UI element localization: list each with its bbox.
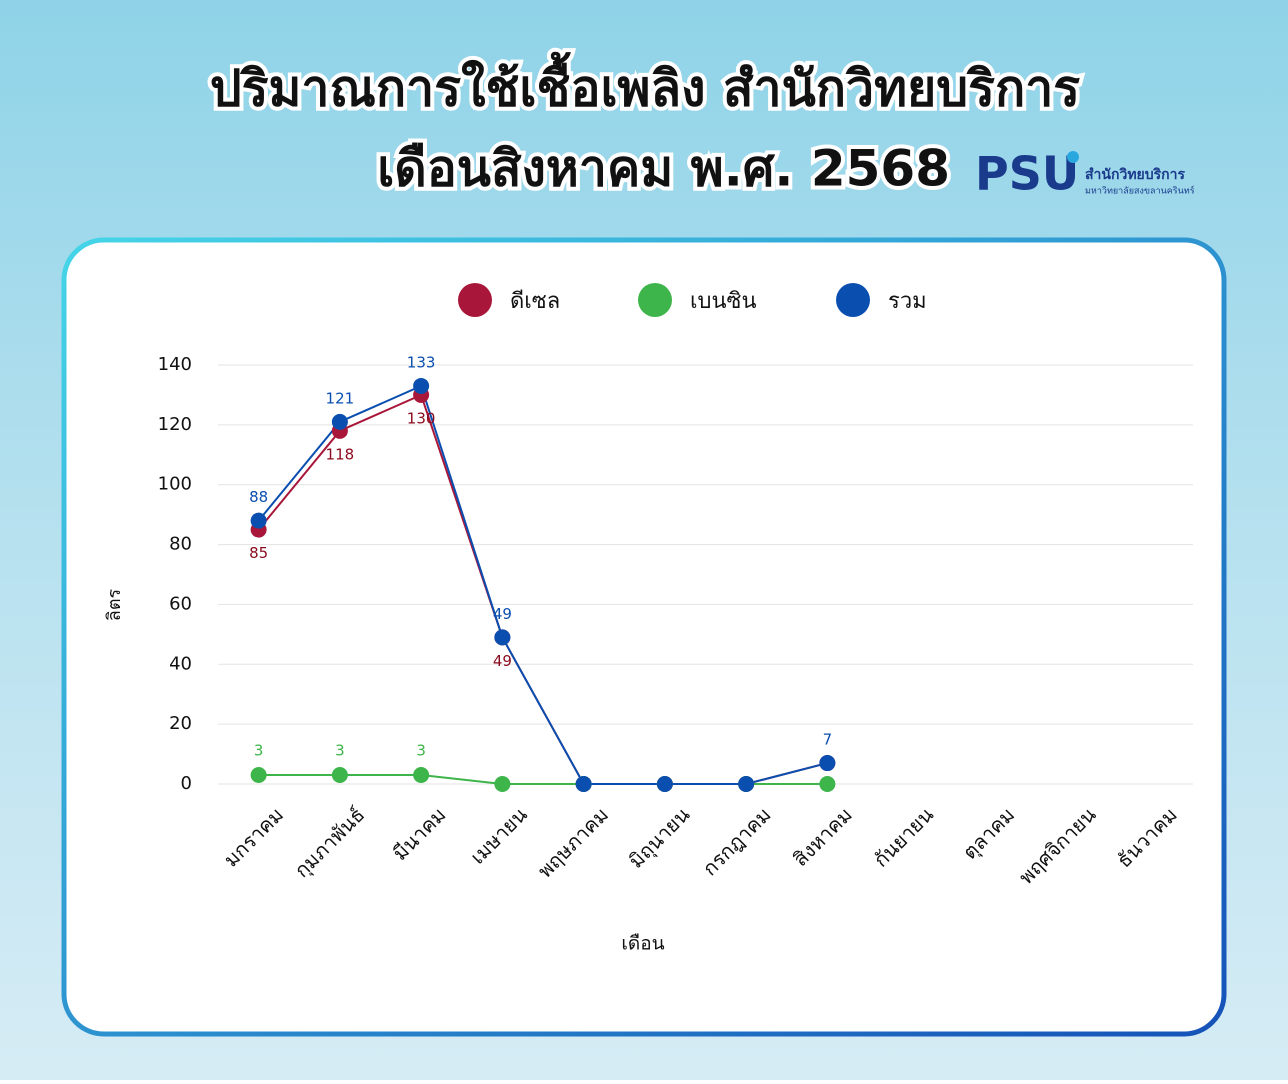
subtitle: เดือนสิงหาคม พ.ศ. 2568 <box>377 140 950 198</box>
y-tick-label: 0 <box>181 773 192 794</box>
y-axis-label: ลิตร <box>104 588 125 621</box>
data-label: 3 <box>416 742 426 760</box>
data-label: 3 <box>335 742 345 760</box>
data-label: 130 <box>407 409 436 427</box>
logo-dot <box>1067 151 1079 163</box>
point <box>819 755 836 772</box>
data-label: 121 <box>326 389 355 407</box>
logo-mark: PSU <box>975 147 1079 201</box>
y-tick-label: 80 <box>169 534 192 555</box>
point <box>413 767 430 784</box>
data-label: 85 <box>249 544 268 562</box>
point <box>494 776 511 792</box>
point <box>738 776 755 792</box>
legend-label: ดีเซล <box>510 289 560 314</box>
point <box>819 776 836 792</box>
y-tick-label: 120 <box>158 414 192 435</box>
legend-swatch <box>458 283 492 317</box>
point <box>250 767 267 784</box>
data-label: 7 <box>823 731 833 749</box>
logo-university: มหาวิทยาลัยสงขลานครินทร์ <box>1085 185 1195 197</box>
y-tick-label: 40 <box>169 653 192 674</box>
point <box>331 767 348 784</box>
data-label: 49 <box>493 605 512 623</box>
card <box>61 237 1227 1037</box>
y-tick-label: 100 <box>158 474 192 495</box>
series-line <box>257 384 828 785</box>
point <box>413 377 430 394</box>
point <box>656 776 673 792</box>
y-tick-label: 60 <box>169 593 192 614</box>
y-tick-label: 20 <box>169 713 192 734</box>
x-axis-label: เดือน <box>621 933 664 955</box>
data-label: 133 <box>407 353 436 371</box>
legend-label: รวม <box>888 289 927 314</box>
data-label: 49 <box>493 652 512 670</box>
legend-swatch <box>836 283 870 317</box>
point <box>331 413 348 430</box>
title: ปริมาณการใช้เชื้อเพลิง สำนักวิทยบริการ <box>210 52 1080 118</box>
point <box>250 512 267 529</box>
legend-label: เบนซิน <box>690 289 757 314</box>
data-label: 88 <box>249 488 268 506</box>
point <box>575 776 592 792</box>
y-tick-label: 140 <box>158 354 192 375</box>
logo-name: สำนักวิทยบริการ <box>1085 167 1185 183</box>
data-label: 3 <box>254 742 264 760</box>
legend-swatch <box>638 283 672 317</box>
data-label: 118 <box>326 445 355 463</box>
point <box>494 629 511 646</box>
